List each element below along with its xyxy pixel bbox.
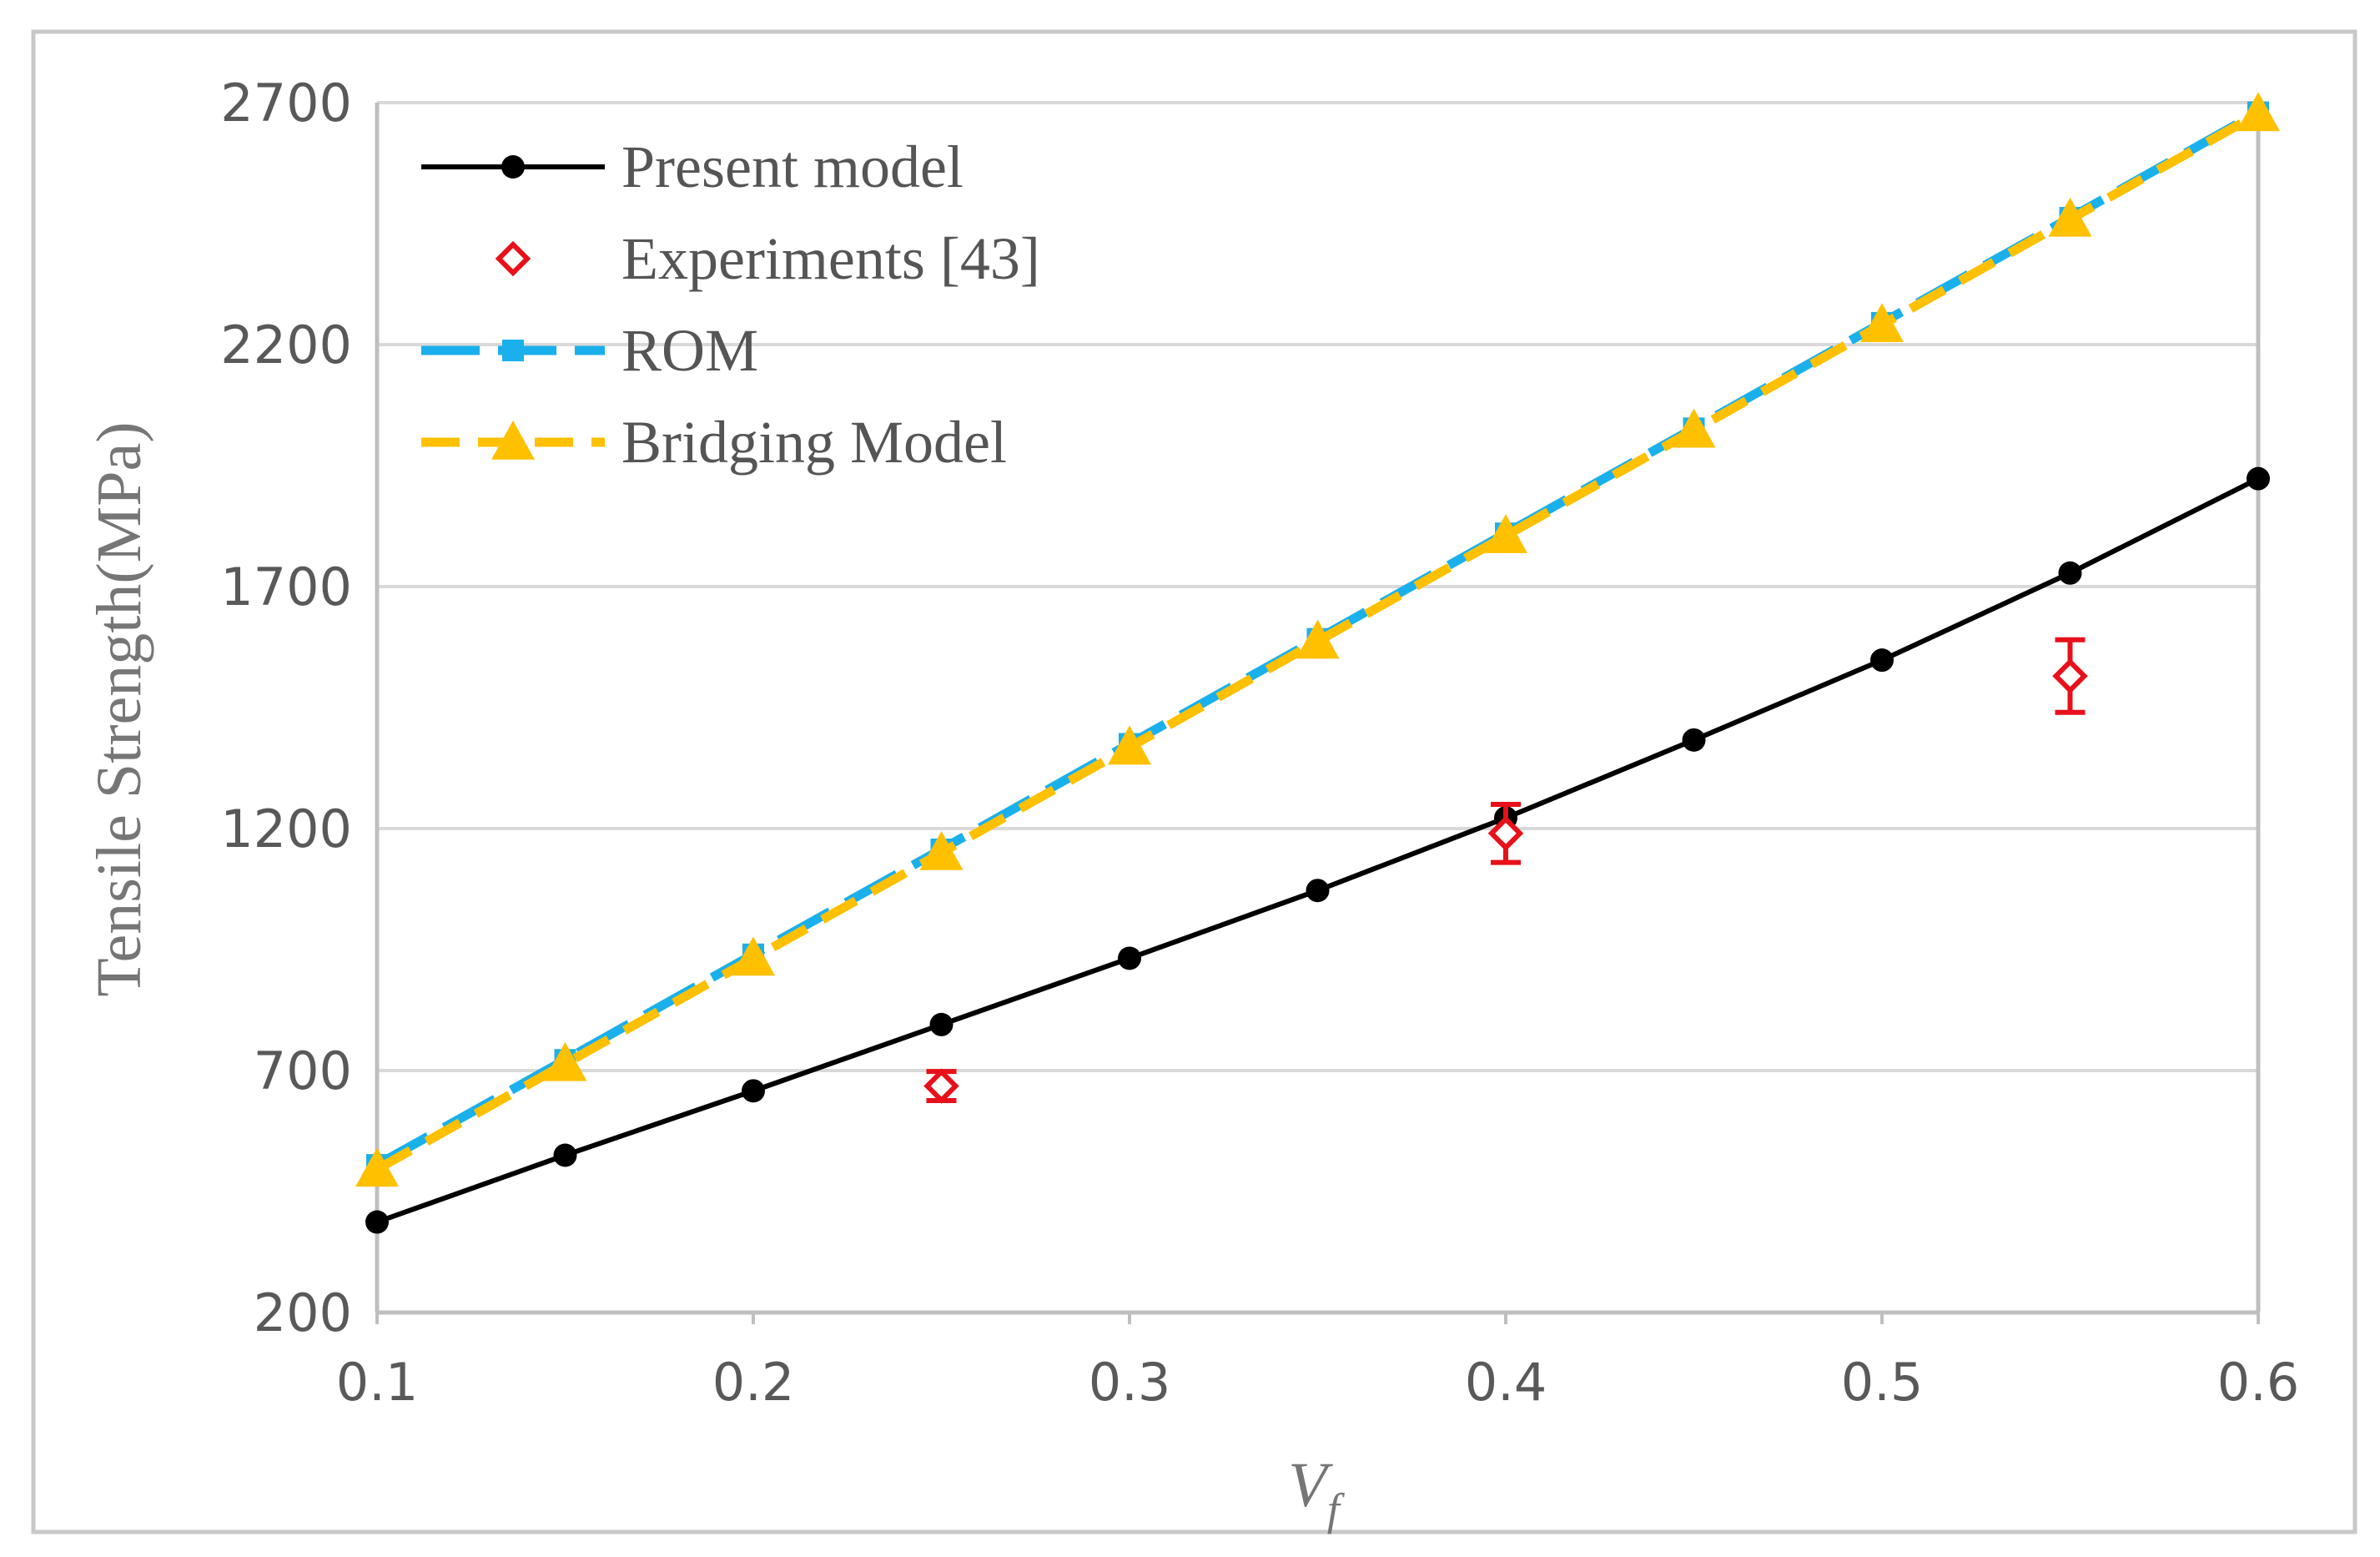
legend-label: Bridging Model — [621, 409, 1007, 476]
legend-label: Experiments [43] — [621, 225, 1040, 292]
data-point — [355, 1147, 399, 1187]
x-tick-label: 0.6 — [2217, 1352, 2300, 1413]
y-tick-label: 1700 — [220, 557, 352, 617]
tick-layer: 200 700 1200 1700 2200 2700 0.1 0.2 0.3 0.4 0.5 0.6 — [220, 73, 2299, 1413]
data-point — [923, 1068, 959, 1104]
data-point — [1487, 815, 1524, 852]
series-experiments-43 — [923, 637, 2088, 1104]
y-tick-label: 2700 — [220, 73, 352, 134]
data-point — [2058, 561, 2082, 585]
y-tick-label: 200 — [254, 1282, 352, 1343]
series-present-model — [365, 466, 2270, 1234]
data-point — [1296, 619, 1340, 659]
x-axis-title-main: V — [1288, 1450, 1333, 1520]
y-tick-label: 1200 — [220, 799, 352, 859]
data-point — [1672, 408, 1716, 448]
y-axis-title: Tensile Strength(MPa) — [84, 421, 154, 996]
data-point — [732, 936, 775, 976]
legend-label: Present model — [621, 134, 964, 200]
data-point — [2237, 92, 2280, 132]
x-tick-label: 0.1 — [336, 1352, 419, 1413]
data-point — [2052, 658, 2088, 694]
legend: Present model Experiments [43] ROM Bridging… — [421, 134, 1040, 476]
legend-marker — [502, 340, 524, 361]
data-point — [1306, 879, 1330, 903]
data-point — [1108, 725, 1151, 765]
data-point — [929, 1012, 954, 1036]
data-point — [1682, 728, 1706, 752]
x-tick-label: 0.3 — [1089, 1352, 1171, 1413]
x-tick-label: 0.5 — [1841, 1352, 1924, 1413]
grid-layer — [375, 101, 2261, 1324]
legend-marker — [491, 421, 535, 460]
data-point — [1118, 946, 1141, 970]
series-layer — [355, 92, 2280, 1234]
data-point — [2247, 466, 2270, 491]
data-point — [742, 1079, 765, 1103]
data-point — [365, 1210, 389, 1234]
x-tick-label: 0.2 — [712, 1352, 795, 1413]
data-point — [1860, 303, 1904, 343]
y-tick-label: 2200 — [220, 315, 352, 375]
series-bridging-model — [355, 92, 2280, 1187]
data-point — [543, 1041, 587, 1081]
data-point — [1484, 514, 1527, 553]
data-point — [2048, 197, 2092, 237]
data-point — [1870, 648, 1894, 673]
y-tick-label: 700 — [254, 1041, 352, 1101]
legend-label: ROM — [621, 317, 758, 384]
x-tick-label: 0.4 — [1465, 1352, 1547, 1413]
legend-marker — [501, 155, 525, 179]
legend-marker — [495, 240, 531, 277]
data-point — [919, 831, 964, 870]
data-point — [553, 1143, 577, 1167]
